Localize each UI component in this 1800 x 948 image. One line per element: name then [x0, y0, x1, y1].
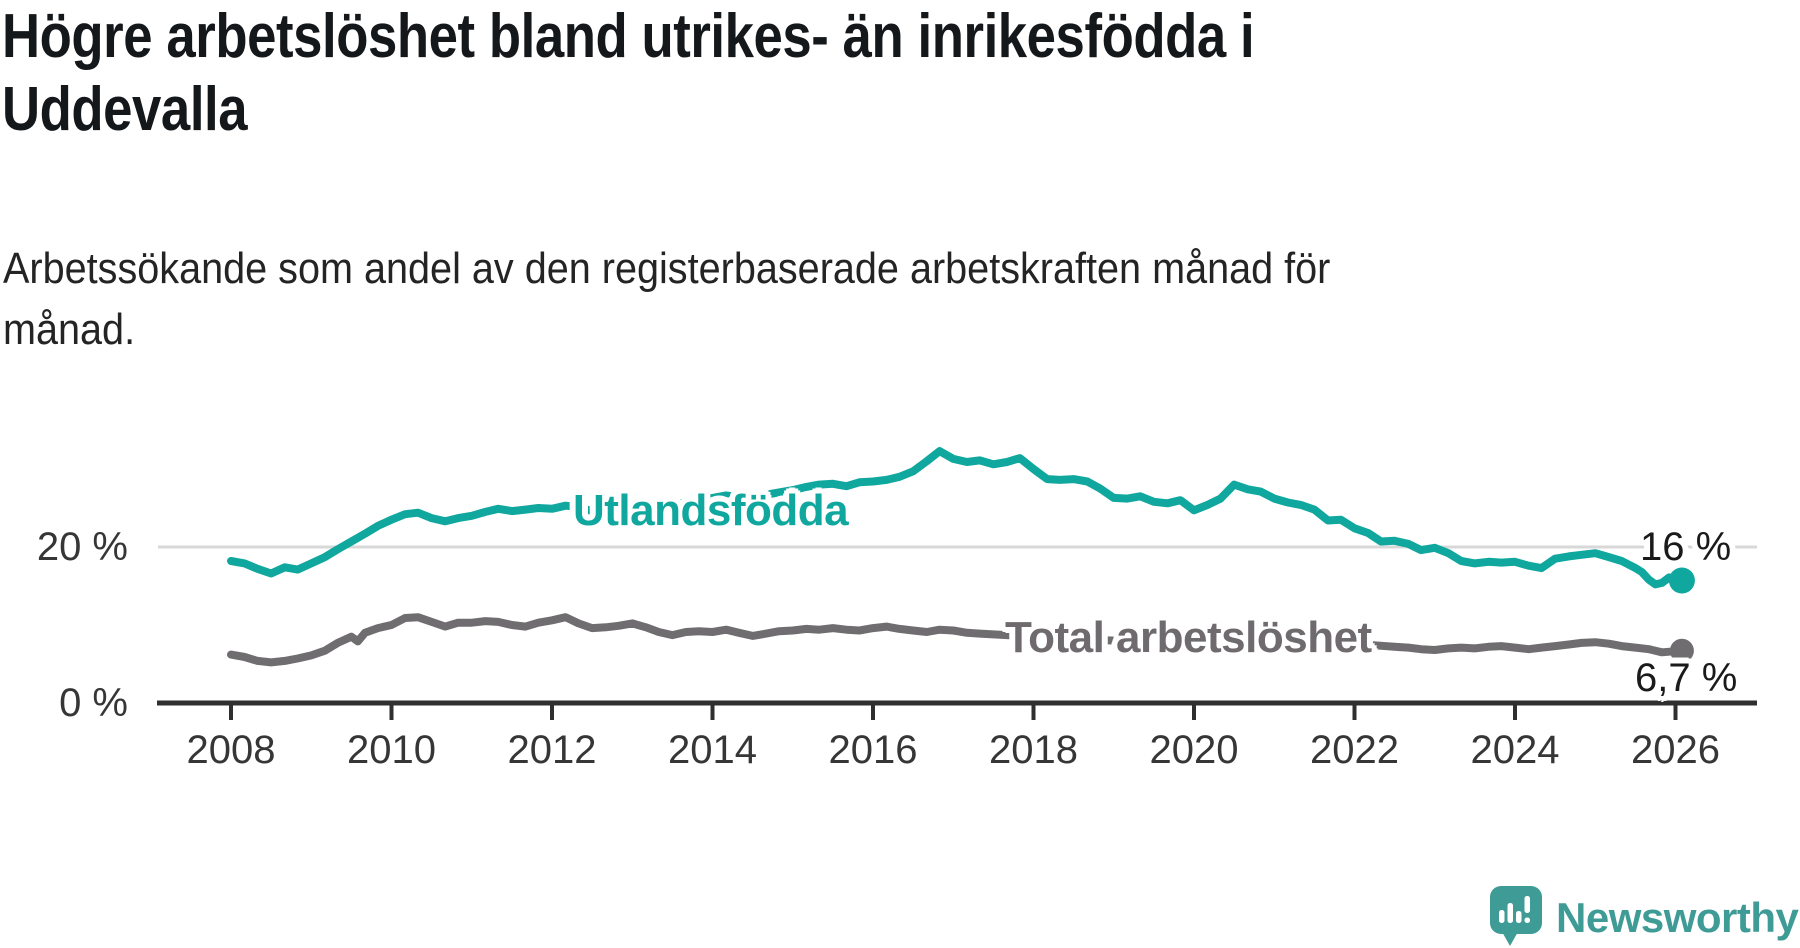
x-tick-label-2018: 2018 [989, 728, 1078, 772]
series-label-total-arbetsloshet: Total arbetslöshet [1005, 613, 1372, 662]
title-line-1: Högre arbetslöshet bland utrikes- än inr… [2, 2, 1255, 71]
y-tick-label-0: 0 % [59, 681, 128, 725]
end-dot-utlandsfodda [1668, 567, 1695, 594]
line-total-arbetsloshet [227, 613, 1686, 667]
title-line-2: Uddevalla [2, 75, 248, 144]
x-tick-label-2010: 2010 [347, 728, 436, 772]
x-tick-label-2008: 2008 [186, 728, 276, 772]
y-tick-label-20: 20 % [36, 525, 128, 569]
series-end-dots [1668, 567, 1695, 663]
end-value-label-total: 6,7 % [1635, 656, 1738, 700]
subtitle-line-2: månad. [3, 305, 136, 354]
x-tick-label-2016: 2016 [828, 728, 918, 772]
line-utlandsfodda [227, 447, 1686, 589]
chart-subtitle: Arbetssökande som andel av den registerb… [3, 238, 1330, 360]
x-axis-ticks [229, 703, 1678, 720]
x-tick-label-2022: 2022 [1310, 728, 1399, 772]
series-lines [227, 447, 1686, 667]
x-tick-label-2020: 2020 [1149, 728, 1239, 772]
x-tick-label-2012: 2012 [507, 728, 597, 772]
newsworthy-logo-icon [1490, 886, 1542, 946]
end-dot-total-arbetsloshet [1669, 638, 1694, 663]
series-label-utlandsfodda: Utlandsfödda [573, 486, 849, 535]
x-tick-label-2014: 2014 [668, 728, 757, 772]
x-tick-label-2024: 2024 [1470, 728, 1560, 772]
x-tick-label-2026: 2026 [1631, 728, 1720, 772]
page-title: Högre arbetslöshet bland utrikes- än inr… [2, 0, 1255, 146]
newsworthy-brand-name: Newsworthy [1556, 894, 1799, 941]
subtitle-line-1: Arbetssökande som andel av den registerb… [3, 244, 1331, 293]
end-value-label-utlandsfodda: 16 % [1640, 525, 1732, 569]
